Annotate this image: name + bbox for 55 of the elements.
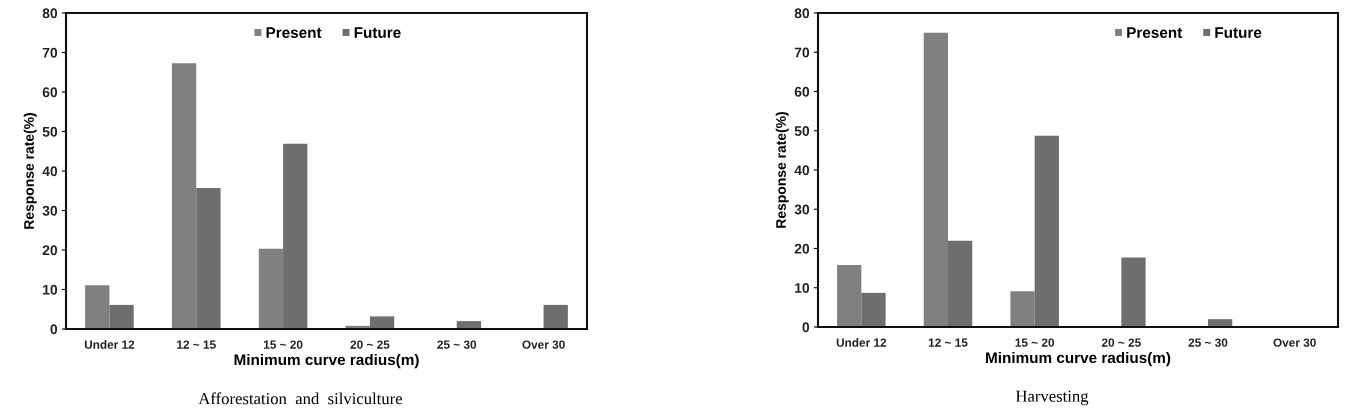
x-tick-label: Over 30 (522, 340, 565, 349)
y-tick-label: 10 (795, 283, 810, 293)
bar (1010, 291, 1035, 327)
bar (861, 292, 886, 327)
legend-label: Present (266, 27, 322, 38)
bar (196, 187, 221, 329)
bar (369, 316, 395, 329)
y-tick-label: 80 (794, 8, 810, 19)
y-tick-label: 50 (794, 126, 810, 136)
bar (283, 143, 308, 329)
y-tick-label: 10 (43, 284, 58, 295)
bar (543, 304, 568, 329)
bar (837, 264, 862, 327)
legend-label: Present (1127, 27, 1183, 38)
x-tick-label: 15 ~ 20 (1015, 338, 1055, 347)
y-tick-label: 40 (42, 166, 58, 177)
y-tick-label: 20 (42, 245, 58, 256)
bar (1121, 257, 1146, 327)
x-tick-label: 25 ~ 30 (437, 340, 477, 349)
y-tick-label: 40 (794, 165, 810, 176)
bar (923, 32, 948, 327)
y-tick-label: 70 (42, 47, 58, 58)
x-axis-title: Minimum curve radius(m) (234, 353, 419, 369)
y-tick-label: 20 (794, 243, 810, 254)
bar (1034, 135, 1059, 327)
bar (948, 240, 973, 327)
y-tick-label: 50 (42, 126, 58, 137)
y-tick-label: 70 (794, 47, 810, 58)
text: Harvesting (1015, 390, 1089, 406)
bar (171, 63, 197, 329)
y-axis-title: Response rate(%) (775, 112, 789, 228)
bar (258, 248, 284, 329)
y-axis-title: Response rate(%) (23, 113, 37, 229)
y-tick-label: 0 (802, 322, 810, 333)
x-tick-label: 12 ~ 15 (928, 338, 968, 347)
y-tick-label: 60 (794, 86, 810, 97)
x-axis-title: Minimum curve radius(m) (986, 351, 1171, 367)
y-tick-label: 30 (42, 205, 58, 216)
y-tick-label: 80 (42, 8, 58, 19)
legend-label: Future (1215, 27, 1262, 38)
y-tick-label: 30 (794, 204, 810, 215)
bar (109, 304, 134, 329)
x-tick-label: 20 ~ 25 (1101, 338, 1141, 347)
y-tick-label: 60 (42, 87, 58, 98)
legend-label: Future (354, 27, 401, 38)
text: Afforestation and silviculture (198, 392, 403, 405)
x-tick-label: 15 ~ 20 (263, 340, 303, 349)
x-tick-label: Under 12 (836, 338, 887, 347)
x-tick-label: 25 ~ 30 (1188, 338, 1228, 347)
x-tick-label: 20 ~ 25 (350, 340, 390, 349)
x-tick-label: 12 ~ 15 (177, 340, 216, 349)
bar (85, 285, 110, 329)
x-tick-label: Under 12 (84, 340, 135, 349)
x-tick-label: Over 30 (1273, 338, 1316, 347)
y-tick-label: 0 (50, 324, 58, 335)
